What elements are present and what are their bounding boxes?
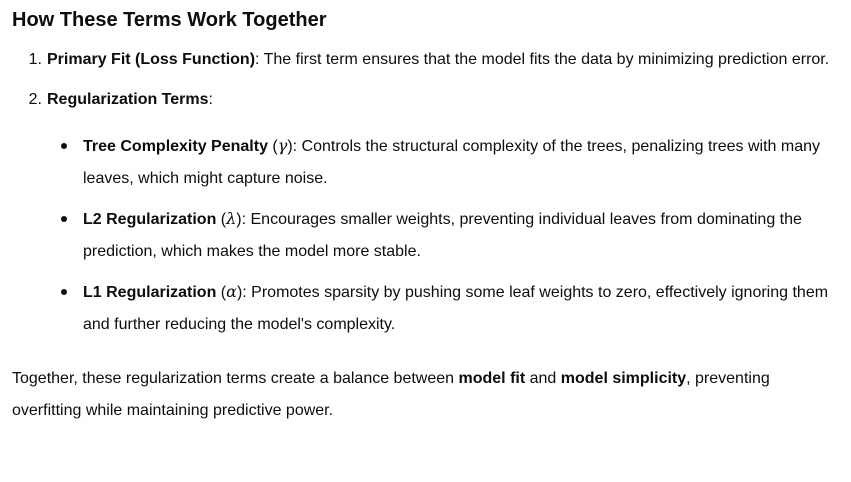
summary-text: Together, these regularization terms cre… xyxy=(12,370,459,387)
bullet-icon xyxy=(61,216,67,222)
subitem-l2-regularization: L2 Regularization (λ): Encourages smalle… xyxy=(61,203,842,268)
subitem-title: Tree Complexity Penalty xyxy=(83,138,268,155)
list-number: 2. xyxy=(28,91,42,108)
terms-list: 1. Primary Fit (Loss Function): The firs… xyxy=(12,44,842,341)
subitem-l1-regularization: L1 Regularization (α): Promotes sparsity… xyxy=(61,276,842,341)
list-item-regularization-terms: 2. Regularization Terms: Tree Complexity… xyxy=(29,84,842,341)
summary-bold-model-fit: model fit xyxy=(458,370,526,387)
subitem-text: : Controls the structural complexity of … xyxy=(83,138,820,187)
math-symbol-lambda: λ xyxy=(226,209,237,228)
list-item-primary-fit: 1. Primary Fit (Loss Function): The firs… xyxy=(29,44,842,76)
summary-text: , preventing overfitting while maintaini… xyxy=(12,370,770,419)
summary-bold-model-simplicity: model simplicity xyxy=(560,370,687,387)
item-title: Regularization Terms xyxy=(47,91,209,108)
list-number: 1. xyxy=(28,51,42,68)
subitem-text: : Promotes sparsity by pushing some leaf… xyxy=(83,284,829,333)
document-body: How These Terms Work Together 1. Primary… xyxy=(12,0,842,427)
item-title: Primary Fit (Loss Function) xyxy=(47,51,256,68)
bullet-icon xyxy=(61,289,67,295)
summary-paragraph: Together, these regularization terms cre… xyxy=(12,363,842,427)
subitem-title: L2 Regularization xyxy=(83,211,217,228)
subitem-tree-complexity: Tree Complexity Penalty (γ): Controls th… xyxy=(61,130,842,195)
math-symbol-alpha: α xyxy=(226,282,237,301)
math-symbol-gamma: γ xyxy=(277,136,288,155)
summary-text: and xyxy=(525,370,561,387)
subitem-text: : Encourages smaller weights, preventing… xyxy=(83,211,802,260)
regularization-sublist: Tree Complexity Penalty (γ): Controls th… xyxy=(47,130,842,341)
bullet-icon xyxy=(61,143,67,149)
item-text: : The first term ensures that the model … xyxy=(255,51,830,68)
item-text: : xyxy=(208,91,213,108)
section-heading: How These Terms Work Together xyxy=(12,9,327,31)
subitem-title: L1 Regularization xyxy=(83,284,217,301)
